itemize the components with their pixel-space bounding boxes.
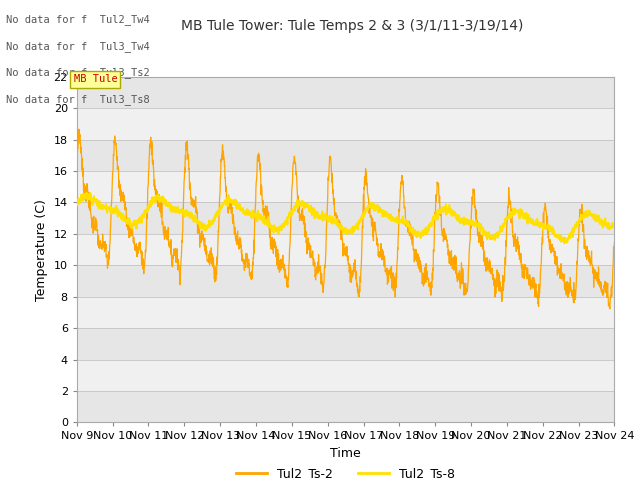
Bar: [77, 297, 614, 328]
Bar: [77, 77, 614, 108]
Text: MB Tule: MB Tule: [74, 74, 117, 84]
Bar: [77, 391, 614, 422]
Text: MB Tule Tower: Tule Temps 2 & 3 (3/1/11-3/19/14): MB Tule Tower: Tule Temps 2 & 3 (3/1/11-…: [181, 19, 523, 33]
Bar: [77, 140, 614, 171]
Bar: [77, 203, 614, 234]
Bar: [77, 328, 614, 360]
Text: No data for f  Tul3_Tw4: No data for f Tul3_Tw4: [6, 41, 150, 52]
Y-axis label: Temperature (C): Temperature (C): [35, 199, 48, 300]
Legend: Tul2_Ts-2, Tul2_Ts-8: Tul2_Ts-2, Tul2_Ts-8: [231, 462, 460, 480]
Text: No data for f  Tul3_Ts2: No data for f Tul3_Ts2: [6, 67, 150, 78]
Bar: [77, 234, 614, 265]
Text: No data for f  Tul3_Ts8: No data for f Tul3_Ts8: [6, 94, 150, 105]
Bar: [77, 171, 614, 203]
Bar: [77, 360, 614, 391]
X-axis label: Time: Time: [330, 447, 361, 460]
Bar: [77, 108, 614, 140]
Bar: [77, 265, 614, 297]
Text: No data for f  Tul2_Tw4: No data for f Tul2_Tw4: [6, 14, 150, 25]
